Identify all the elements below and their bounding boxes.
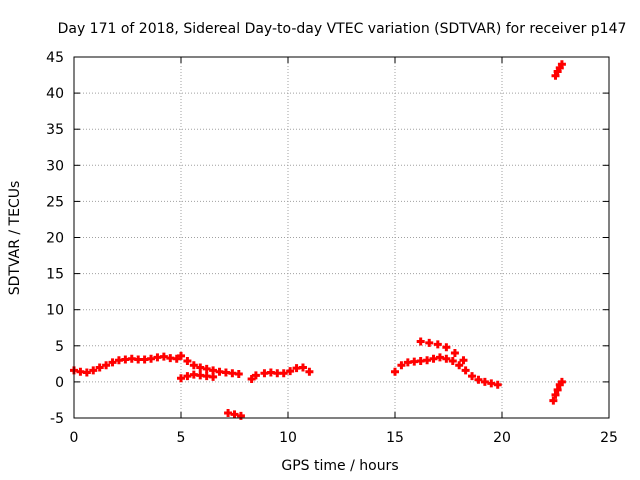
data-point — [448, 356, 457, 365]
x-tick-label: 0 — [70, 430, 79, 446]
data-point — [442, 343, 451, 352]
data-point — [493, 380, 502, 389]
data-point — [442, 354, 451, 363]
data-point — [455, 361, 464, 370]
data-point — [557, 377, 566, 386]
y-tick-label: 25 — [46, 194, 64, 210]
data-point — [433, 340, 442, 349]
data-point — [397, 361, 406, 370]
y-tick-label: 30 — [46, 158, 64, 174]
chart-title: Day 171 of 2018, Sidereal Day-to-day VTE… — [58, 21, 627, 37]
data-point — [416, 337, 425, 346]
data-point — [102, 361, 111, 370]
x-tick-label: 10 — [279, 430, 297, 446]
y-tick-label: 40 — [46, 86, 64, 102]
data-point — [189, 361, 198, 370]
data-point — [461, 366, 470, 375]
data-point — [95, 363, 104, 372]
data-point — [551, 71, 560, 80]
x-tick-label: 25 — [600, 430, 618, 446]
data-point — [236, 411, 245, 420]
y-tick-label: 0 — [55, 375, 64, 391]
data-point — [247, 375, 256, 384]
y-tick-label: 35 — [46, 122, 64, 138]
data-point — [234, 369, 243, 378]
data-point — [474, 375, 483, 384]
grid — [74, 57, 609, 418]
x-tick-label: 20 — [493, 430, 511, 446]
data-point — [305, 367, 314, 376]
data-point — [468, 372, 477, 381]
data-point — [391, 367, 399, 376]
data-point — [177, 351, 185, 360]
data-point — [108, 358, 117, 367]
data-point — [425, 338, 434, 347]
data-point — [183, 356, 192, 365]
data-point — [279, 369, 288, 378]
data-point — [450, 349, 459, 358]
x-axis-label: GPS time / hours — [281, 458, 398, 474]
y-tick-label: 10 — [46, 303, 64, 319]
data-point — [553, 385, 562, 394]
data-point — [551, 390, 560, 399]
data-point — [177, 374, 185, 383]
y-tick-label: -5 — [50, 411, 64, 427]
y-tick-label: 5 — [55, 339, 64, 355]
y-tick-label: 45 — [46, 50, 64, 66]
data-point — [298, 363, 307, 372]
y-tick-label: 15 — [46, 267, 64, 283]
data-point — [251, 371, 260, 380]
data-point — [172, 354, 181, 363]
data-point — [549, 396, 558, 405]
x-tick-label: 5 — [177, 430, 186, 446]
data-point — [459, 356, 468, 365]
y-tick-label: 20 — [46, 231, 64, 247]
x-tick-label: 15 — [386, 430, 404, 446]
plot-border — [73, 56, 610, 419]
ticks: 0 5 10 15 20 25 -5 0 5 10 15 20 25 30 35 40 45 — [46, 50, 618, 446]
data-point — [89, 366, 98, 375]
y-axis-label: SDTVAR / TECUs — [7, 181, 23, 296]
data-point — [209, 372, 218, 381]
data-point — [557, 60, 566, 69]
data-points — [70, 60, 566, 420]
data-point — [286, 367, 295, 376]
data-point — [82, 368, 91, 377]
